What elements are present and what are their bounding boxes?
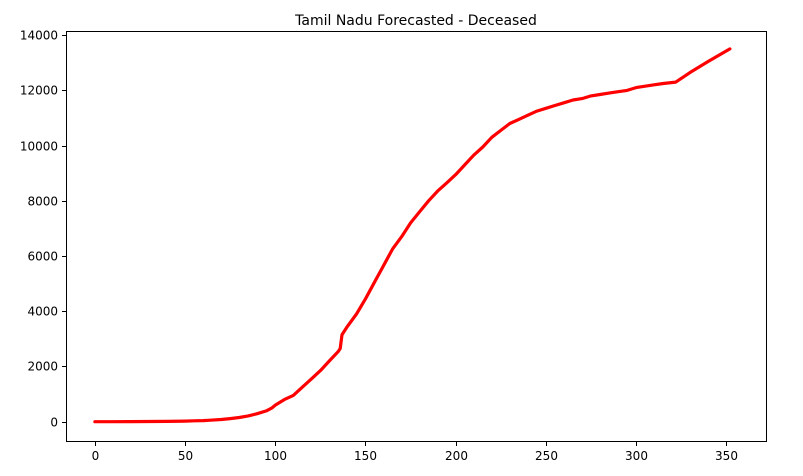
plot-frame	[66, 31, 767, 442]
chart-title: Tamil Nadu Forecasted - Deceased	[294, 13, 537, 29]
y-tick-label: 4000	[27, 305, 58, 319]
x-tick-label: 150	[354, 449, 377, 463]
y-tick-label: 8000	[27, 195, 58, 209]
x-axis: 0 50 100 150 200 250 300 350	[92, 441, 738, 463]
y-tick-label: 10000	[20, 140, 58, 154]
x-tick-label: 200	[445, 449, 468, 463]
y-tick-label: 2000	[27, 360, 58, 374]
x-tick-label: 50	[178, 449, 193, 463]
y-axis: 0 2000 4000 6000 8000 10000 12000 14000	[20, 29, 67, 430]
x-tick-label: 0	[92, 449, 100, 463]
x-tick-label: 300	[625, 449, 648, 463]
y-tick-label: 6000	[27, 250, 58, 264]
y-tick-label: 0	[50, 416, 58, 430]
x-tick-label: 100	[264, 449, 287, 463]
x-tick-label: 250	[535, 449, 558, 463]
x-tick-label: 350	[715, 449, 738, 463]
y-tick-label: 12000	[20, 84, 58, 98]
series-line-deceased	[93, 47, 732, 424]
plot-area	[93, 47, 732, 424]
y-tick-label: 14000	[20, 29, 58, 43]
